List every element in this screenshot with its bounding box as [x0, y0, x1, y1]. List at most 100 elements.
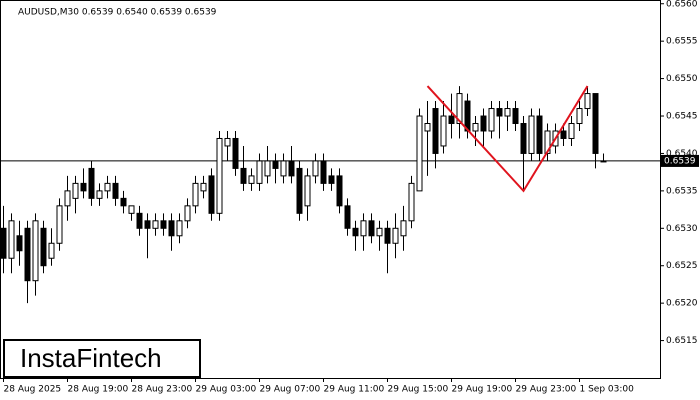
- candle-body: [88, 167, 95, 199]
- candle-body: [576, 108, 583, 125]
- candle-body: [320, 160, 327, 184]
- x-tick-label: 28 Aug 19:00: [68, 385, 129, 395]
- candle-body: [360, 220, 367, 237]
- candle-body: [344, 205, 351, 229]
- candle-body: [336, 175, 343, 207]
- candle-body: [168, 220, 175, 237]
- candle-body: [368, 220, 375, 237]
- candle-body: [408, 182, 415, 222]
- candle-body: [560, 130, 567, 139]
- candle-body: [56, 205, 63, 244]
- y-tick-label: 0.6525: [666, 261, 698, 271]
- candle-body: [376, 227, 383, 237]
- candle-body: [328, 175, 335, 184]
- candle-body: [536, 115, 543, 154]
- candle-body: [440, 115, 447, 147]
- candle-body: [528, 115, 535, 154]
- y-tick-label: 0.6530: [666, 224, 698, 234]
- candle-body: [424, 123, 431, 132]
- candle-body: [296, 167, 303, 214]
- candle-body: [104, 182, 111, 192]
- candle-body: [48, 242, 55, 259]
- brand-box: [3, 339, 201, 378]
- x-tick-label: 28 Aug 23:00: [132, 385, 193, 395]
- candle-body: [592, 93, 599, 154]
- x-tick-label: 29 Aug 11:00: [324, 385, 385, 395]
- candle-body: [112, 182, 119, 199]
- last-price-box: [661, 154, 699, 167]
- candle-body: [16, 235, 23, 252]
- candle-body: [240, 167, 247, 184]
- candle-body: [400, 220, 407, 237]
- y-tick-label: 0.6550: [666, 74, 698, 84]
- candle-body: [584, 93, 591, 110]
- y-tick-label: 0.6560: [666, 0, 698, 9]
- chart-title: AUDUSD,M30 0.6539 0.6540 0.6539 0.6539: [18, 8, 217, 18]
- candle-body: [280, 160, 287, 177]
- candle-body: [144, 220, 151, 229]
- candle-body: [488, 108, 495, 132]
- candle-body: [40, 227, 47, 267]
- y-tick-label: 0.6555: [666, 37, 698, 47]
- candle-body: [24, 227, 31, 282]
- candle-body: [448, 115, 455, 125]
- candle-body: [392, 227, 399, 244]
- candle-body: [192, 182, 199, 207]
- y-tick-label: 0.6545: [666, 112, 698, 122]
- candle-body: [208, 175, 215, 214]
- candle-body: [312, 160, 319, 177]
- candle-body: [216, 137, 223, 214]
- x-tick-label: 28 Aug 2025: [4, 385, 62, 395]
- x-tick-label: 1 Sep 03:00: [580, 385, 635, 395]
- x-tick-label: 29 Aug 15:00: [388, 385, 449, 395]
- candle-body: [32, 220, 39, 282]
- y-tick-label: 0.6540: [666, 149, 698, 159]
- candle-body: [8, 220, 15, 259]
- x-tick-label: 29 Aug 23:00: [516, 385, 577, 395]
- candle-body: [184, 205, 191, 222]
- candle-body: [152, 220, 159, 229]
- candle-body: [520, 123, 527, 154]
- x-tick-label: 29 Aug 19:00: [452, 385, 513, 395]
- y-tick-label: 0.6515: [666, 336, 698, 346]
- candle-body: [600, 160, 607, 163]
- plot-frame: [0, 0, 661, 379]
- candle-body: [432, 108, 439, 154]
- candle-body: [512, 108, 519, 125]
- candle-body: [136, 212, 143, 229]
- candle-body: [496, 108, 503, 117]
- candle-body: [128, 205, 135, 214]
- x-tick-label: 29 Aug 07:00: [260, 385, 321, 395]
- x-tick-label: 29 Aug 03:00: [196, 385, 257, 395]
- candle-body: [568, 123, 575, 139]
- y-tick-label: 0.6535: [666, 186, 698, 196]
- candle-body: [272, 160, 279, 169]
- candle-body: [72, 182, 79, 199]
- candle-body: [232, 137, 239, 169]
- y-tick-label: 0.6520: [666, 299, 698, 309]
- last-price-label: 0.6539: [664, 156, 696, 166]
- brand-logo: InstaFintech: [20, 343, 162, 373]
- pattern-line: [426, 85, 589, 193]
- candle-body: [160, 220, 167, 229]
- candle-body: [384, 227, 391, 244]
- candle-body: [416, 115, 423, 192]
- candle-body: [288, 160, 295, 177]
- candle-body: [504, 108, 511, 117]
- candle-body: [248, 175, 255, 184]
- candle-body: [64, 190, 71, 207]
- candle-body: [456, 93, 463, 125]
- candle-body: [256, 160, 263, 184]
- candle-body: [0, 227, 7, 259]
- candle-body: [80, 182, 87, 192]
- candle-body: [120, 197, 127, 207]
- candle-body: [200, 182, 207, 192]
- candle-body: [352, 227, 359, 237]
- candle-body: [224, 137, 231, 147]
- candle-body: [96, 190, 103, 199]
- candle-body: [304, 175, 311, 207]
- candle-body: [176, 220, 183, 237]
- candle-body: [472, 123, 479, 132]
